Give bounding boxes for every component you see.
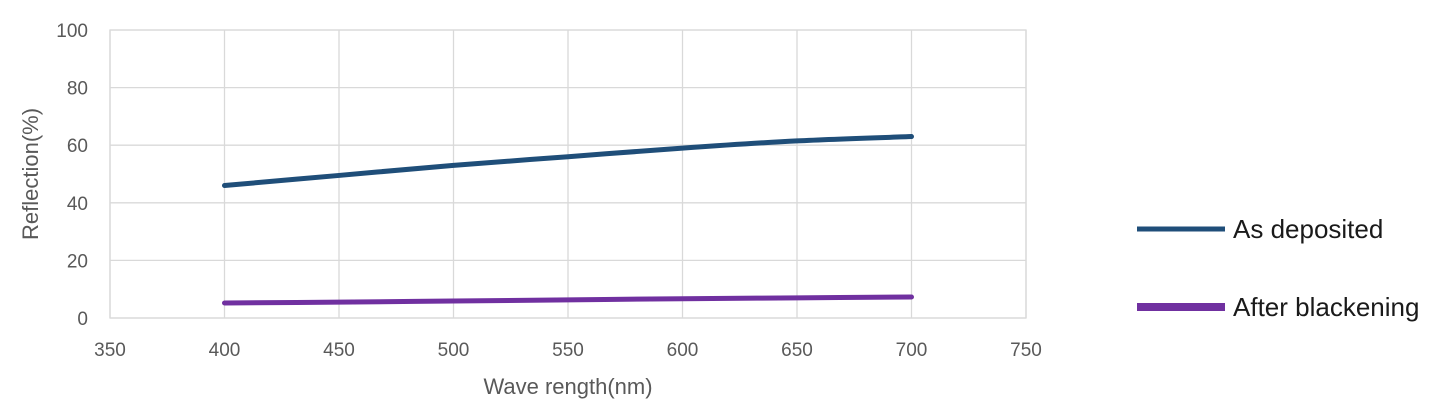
y-tick-label: 20 — [67, 251, 88, 272]
y-tick-label: 60 — [67, 136, 88, 157]
x-tick-label: 700 — [896, 340, 928, 361]
y-tick-label: 100 — [56, 21, 88, 42]
x-tick-label: 500 — [438, 340, 470, 361]
x-tick-label: 600 — [667, 340, 699, 361]
plot-area-border — [109, 29, 1027, 319]
legend-label: As deposited — [1233, 214, 1383, 244]
grid — [109, 29, 1027, 319]
x-axis-title: Wave rength(nm) — [483, 374, 652, 399]
x-tick-label: 550 — [552, 340, 584, 361]
y-tick-label: 40 — [67, 194, 88, 215]
series-line-after-blackening — [222, 294, 914, 306]
series-lines — [222, 134, 914, 306]
x-tick-label: 400 — [209, 340, 241, 361]
x-tick-label: 350 — [94, 340, 126, 361]
series-line-as-deposited — [222, 134, 914, 189]
x-axis-ticks: 350 400 450 500 550 600 650 700 750 — [94, 340, 1042, 361]
y-tick-label: 0 — [77, 309, 88, 330]
legend-label: After blackening — [1233, 292, 1419, 322]
legend: As deposited After blackening — [1137, 214, 1419, 322]
x-tick-label: 650 — [781, 340, 813, 361]
y-tick-label: 80 — [67, 79, 88, 100]
y-axis-title: Reflection(%) — [18, 108, 43, 240]
x-tick-label: 450 — [323, 340, 355, 361]
y-axis-ticks: 0 20 40 60 80 100 — [56, 21, 88, 330]
x-tick-label: 750 — [1010, 340, 1042, 361]
